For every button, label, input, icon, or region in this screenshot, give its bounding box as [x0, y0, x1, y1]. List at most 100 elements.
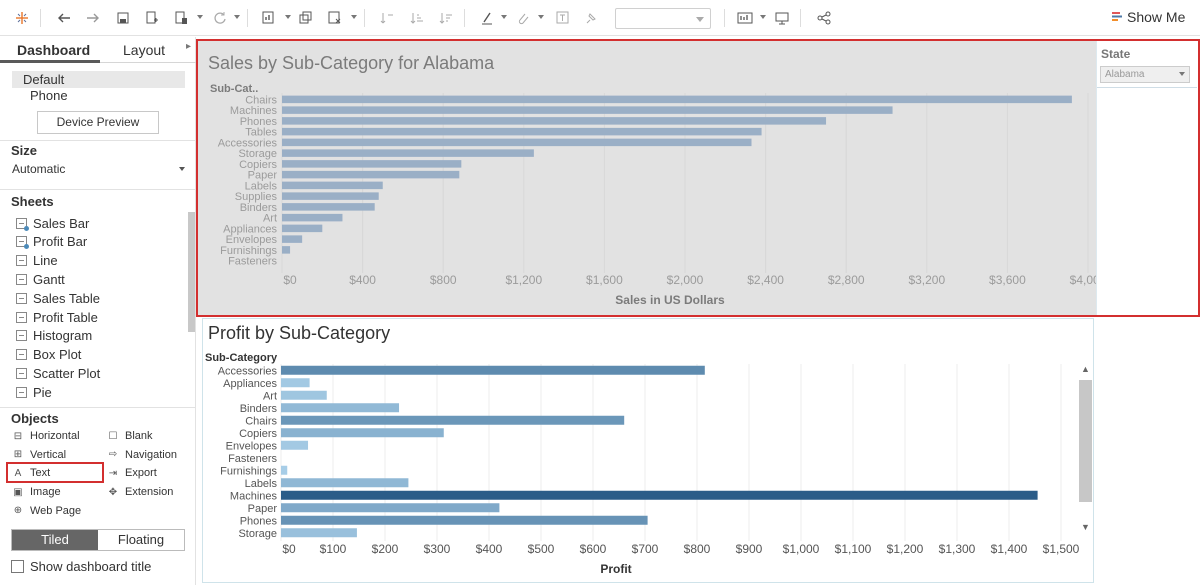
bar[interactable]	[282, 160, 462, 168]
category-label[interactable]: Copiers	[239, 428, 277, 440]
fit-icon[interactable]	[735, 8, 755, 28]
bar[interactable]	[281, 440, 309, 450]
category-label[interactable]: Binders	[240, 202, 278, 214]
highlight-icon[interactable]	[477, 8, 497, 28]
object-item[interactable]: ☐ Blank	[107, 428, 153, 444]
bar[interactable]	[282, 235, 303, 243]
bar[interactable]	[282, 224, 323, 233]
profit-scroll-thumb[interactable]	[1079, 380, 1092, 502]
sheet-item[interactable]: Line	[16, 252, 58, 270]
bar[interactable]	[282, 95, 1072, 104]
sheet-item[interactable]: Sales Table	[16, 289, 100, 307]
scroll-down-icon[interactable]: ▼	[1081, 522, 1090, 532]
floating-button[interactable]: Floating	[117, 532, 165, 547]
scroll-up-icon[interactable]: ▲	[1081, 364, 1090, 374]
clear-icon[interactable]	[325, 8, 345, 28]
new-worksheet-icon[interactable]	[259, 8, 279, 28]
sales-chart-area[interactable]: Sales by Sub-Category for Alabama Sub-Cat…	[198, 41, 1096, 315]
show-title-row[interactable]: Show dashboard title	[11, 559, 151, 574]
y-axis-title[interactable]: Sub-Cat..	[210, 83, 258, 95]
bar[interactable]	[282, 127, 762, 136]
chevron-right-icon[interactable]: ▸	[186, 41, 192, 52]
category-label[interactable]: Storage	[238, 528, 277, 540]
object-item[interactable]: ⊟ Horizontal	[12, 428, 80, 444]
device-phone[interactable]: Phone	[30, 88, 68, 103]
object-item[interactable]: ⊞ Vertical	[12, 447, 66, 463]
category-label[interactable]: Supplies	[235, 191, 278, 203]
chevron-down-icon[interactable]	[179, 167, 185, 171]
pause-icon[interactable]	[171, 8, 191, 28]
x-axis-title[interactable]: Sales in US Dollars	[615, 293, 725, 307]
bar[interactable]	[281, 503, 500, 513]
sheet-item[interactable]: Scatter Plot	[16, 364, 100, 382]
save-icon[interactable]	[113, 8, 133, 28]
device-preview-button[interactable]: Device Preview	[37, 111, 159, 134]
bar[interactable]	[281, 528, 357, 538]
category-label[interactable]: Phones	[240, 116, 278, 128]
sort-desc-icon[interactable]	[436, 8, 456, 28]
category-label[interactable]: Copiers	[239, 159, 277, 171]
category-label[interactable]: Fasteners	[228, 256, 277, 268]
category-label[interactable]: Appliances	[223, 223, 277, 235]
y-axis-title[interactable]: Sub-Category	[205, 352, 278, 364]
category-label[interactable]: Chairs	[245, 415, 277, 427]
state-select[interactable]: Alabama	[1100, 66, 1190, 83]
x-axis-title[interactable]: Profit	[600, 562, 631, 576]
object-item[interactable]: ▣ Image	[12, 484, 60, 500]
bar[interactable]	[282, 149, 534, 157]
show-title-checkbox[interactable]	[11, 560, 24, 573]
bar[interactable]	[281, 415, 625, 425]
tableau-logo-icon[interactable]	[12, 8, 32, 28]
category-label[interactable]: Accessories	[218, 365, 278, 377]
object-item[interactable]: ⊕ Web Page	[12, 503, 81, 519]
sheet-item[interactable]: Box Plot	[16, 346, 81, 364]
bar[interactable]	[282, 203, 375, 211]
sheet-item[interactable]: Profit Bar	[16, 233, 87, 251]
category-label[interactable]: Labels	[245, 478, 278, 490]
sheet-item[interactable]: Profit Table	[16, 308, 98, 326]
bar[interactable]	[282, 170, 460, 179]
share-icon[interactable]	[814, 8, 834, 28]
show-me-button[interactable]: Show Me	[1112, 9, 1185, 25]
pin-icon[interactable]	[582, 8, 602, 28]
sheet-item[interactable]: Sales Bar	[16, 214, 89, 232]
attach-icon[interactable]	[513, 8, 533, 28]
bar[interactable]	[282, 106, 893, 114]
object-item[interactable]: A Text	[12, 465, 51, 481]
category-label[interactable]: Accessories	[218, 137, 278, 149]
undo-icon[interactable]	[54, 8, 74, 28]
bar[interactable]	[281, 365, 705, 375]
object-item[interactable]: ✥ Extension	[107, 484, 174, 500]
category-label[interactable]: Paper	[248, 170, 278, 182]
tiled-button[interactable]: Tiled	[12, 530, 98, 550]
refresh-icon[interactable]	[210, 8, 230, 28]
bar[interactable]	[282, 192, 379, 200]
bar[interactable]	[282, 246, 291, 254]
tab-layout[interactable]: Layout	[123, 42, 166, 58]
category-label[interactable]: Labels	[245, 180, 278, 192]
category-label[interactable]: Furnishings	[220, 245, 277, 257]
sheet-item[interactable]: Gantt	[16, 270, 65, 288]
category-label[interactable]: Chairs	[245, 94, 277, 106]
profit-scrollbar[interactable]: ▲ ▼	[1078, 364, 1093, 534]
duplicate-icon[interactable]	[296, 8, 316, 28]
category-label[interactable]: Machines	[230, 490, 278, 502]
object-item[interactable]: ⇥ Export	[107, 465, 157, 481]
device-default[interactable]: Default	[12, 71, 185, 88]
presentation-icon[interactable]	[772, 8, 792, 28]
category-label[interactable]: Envelopes	[226, 440, 278, 452]
bar[interactable]	[281, 490, 1038, 500]
category-label[interactable]: Paper	[248, 503, 278, 515]
category-label[interactable]: Machines	[230, 105, 278, 117]
tab-dashboard[interactable]: Dashboard	[17, 42, 91, 58]
sheets-scrollbar[interactable]	[188, 212, 195, 332]
sheet-item[interactable]: Pie	[16, 383, 52, 401]
category-label[interactable]: Envelopes	[226, 234, 278, 246]
bar[interactable]	[281, 428, 444, 438]
category-label[interactable]: Art	[263, 390, 277, 402]
label-icon[interactable]	[553, 8, 573, 28]
category-label[interactable]: Fasteners	[228, 453, 277, 465]
bar[interactable]	[281, 378, 310, 388]
bar[interactable]	[282, 138, 752, 147]
sheet-item[interactable]: Histogram	[16, 327, 92, 345]
